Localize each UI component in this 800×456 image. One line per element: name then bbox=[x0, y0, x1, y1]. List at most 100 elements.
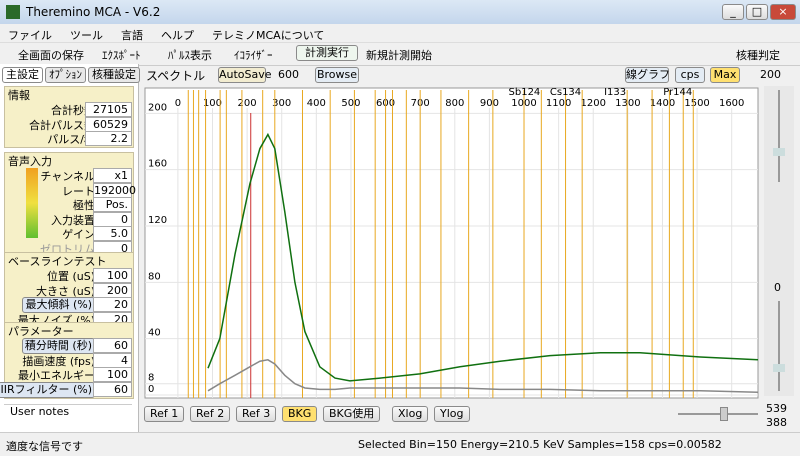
panel-title: パラメーター bbox=[8, 325, 74, 338]
slider-lower-value: 388 bbox=[766, 416, 787, 429]
y-tick-label: 8 bbox=[148, 373, 154, 384]
field-label: 最小エネルギー bbox=[18, 369, 95, 382]
bottom-button[interactable]: BKG使用 bbox=[323, 406, 381, 422]
field-value[interactable]: 60 bbox=[93, 338, 132, 353]
user-notes[interactable]: User notes bbox=[4, 404, 132, 431]
field-value[interactable]: 60 bbox=[93, 381, 132, 397]
menu-item[interactable]: 言語 bbox=[121, 29, 143, 42]
bottom-button[interactable]: Ref 1 bbox=[144, 406, 185, 422]
side-panel: 主設定 ｵﾌﾟｼｮﾝ 核種設定 情報 合計秒数 27105 合計パルス数 60529 パルス/秒… bbox=[0, 64, 140, 432]
field-value[interactable]: 27105 bbox=[85, 102, 132, 117]
toolbar: 全画面の保存 ｴｸｽﾎﾟｰﾄ ﾊﾟﾙｽ表示 ｲｺﾗｲｻﾞｰ 計測実行 新規計測開… bbox=[0, 42, 800, 66]
bottom-button[interactable]: Xlog bbox=[392, 406, 429, 422]
cps-button[interactable]: cps bbox=[675, 67, 705, 83]
x-tick-label: 1300 bbox=[615, 98, 640, 109]
maximize[interactable]: □ bbox=[746, 4, 768, 20]
bottom-button[interactable]: BKG bbox=[282, 406, 318, 422]
isotope-label: Sb124 bbox=[509, 87, 541, 98]
tab[interactable]: 主設定 bbox=[2, 67, 43, 83]
x-tick-label: 200 bbox=[238, 98, 257, 109]
tab[interactable]: 核種設定 bbox=[88, 67, 140, 83]
field-label: ゲイン bbox=[62, 228, 95, 241]
close[interactable]: × bbox=[770, 4, 796, 20]
bottom-button[interactable]: Ylog bbox=[434, 406, 470, 422]
minimize[interactable]: _ bbox=[722, 4, 744, 20]
x-tick-label: 800 bbox=[445, 98, 464, 109]
spectrum-line bbox=[207, 132, 759, 382]
bottom-bar: Ref 1 Ref 2 Ref 3 BKG BKG使用 Xlog Ylog bbox=[140, 404, 760, 426]
browse-button[interactable]: Browse bbox=[315, 67, 359, 83]
field-label: 合計秒数 bbox=[51, 104, 95, 117]
bottom-button[interactable]: Ref 2 bbox=[190, 406, 231, 422]
spectrum-toolbar: スペクトル AutoSave 600 Browse 線グラフ cps Max 2… bbox=[140, 64, 800, 84]
field-label[interactable]: 最大傾斜 (%) bbox=[22, 297, 95, 313]
field-label: 極性 bbox=[73, 199, 95, 212]
panel-title: 音声入力 bbox=[8, 155, 52, 168]
field-value[interactable]: x1 bbox=[93, 168, 132, 183]
app-icon bbox=[6, 5, 20, 19]
panel-group: 情報 合計秒数 27105 合計パルス数 60529 パルス/秒 2.2 bbox=[4, 86, 134, 149]
field-value[interactable]: 100 bbox=[93, 367, 132, 382]
slider-middle-value: 0 bbox=[774, 281, 781, 294]
x-tick-label: 300 bbox=[272, 98, 291, 109]
bottom-button[interactable]: Ref 3 bbox=[236, 406, 277, 422]
x-tick-label: 500 bbox=[341, 98, 360, 109]
panel-title: 情報 bbox=[8, 89, 30, 102]
menu-item[interactable]: ツール bbox=[70, 29, 103, 42]
panel-group: ベースラインテスト 位置 (uS) 100 大きさ (uS) 200 最大傾斜 (%) 20… bbox=[4, 252, 134, 329]
selection-status: Selected Bin=150 Energy=210.5 KeV Sample… bbox=[358, 438, 722, 451]
y-tick-label: 200 bbox=[148, 102, 167, 113]
equalizer-button[interactable]: ｲｺﾗｲｻﾞｰ bbox=[234, 49, 273, 62]
identify-button[interactable]: 核種判定 bbox=[736, 49, 780, 62]
panel-title: ベースラインテスト bbox=[8, 255, 107, 268]
zoom-slider[interactable] bbox=[720, 407, 728, 421]
panel-group: 音声入力 チャンネル x1 レート 192000 極性 Pos. 入力装置 0 ゲイン 5.0 ゼロト… bbox=[4, 152, 136, 259]
x-tick-label: 1600 bbox=[719, 98, 744, 109]
menu-item[interactable]: テレミノMCAについて bbox=[212, 29, 325, 42]
autosave-button[interactable]: AutoSave bbox=[218, 67, 272, 83]
field-value[interactable]: 192000 bbox=[93, 182, 136, 198]
menu-item[interactable]: ヘルプ bbox=[161, 29, 194, 42]
isotope-label: Pr144 bbox=[663, 87, 692, 98]
field-value[interactable]: 5.0 bbox=[93, 226, 132, 241]
y-tick-label: 80 bbox=[148, 271, 161, 282]
max-button[interactable]: Max bbox=[710, 67, 740, 83]
window-title: Theremino MCA - V6.2 bbox=[26, 5, 161, 19]
panel-group: パラメーター 積分時間 (秒) 60 描画速度 (fps) 4 最小エネルギー 100 IIR… bbox=[0, 322, 134, 399]
title-bar: Theremino MCA - V6.2 _ □ × bbox=[0, 0, 800, 24]
x-tick-label: 100 bbox=[203, 98, 222, 109]
field-label: 大きさ (uS) bbox=[35, 284, 95, 298]
slider-thumb[interactable] bbox=[773, 148, 785, 156]
x-tick-label: 1200 bbox=[581, 98, 606, 109]
field-label: パルス/秒 bbox=[47, 133, 95, 146]
slider-thumb[interactable] bbox=[773, 364, 785, 372]
tab[interactable]: ｵﾌﾟｼｮﾝ bbox=[45, 67, 86, 83]
new-measure-button[interactable]: 新規計測開始 bbox=[366, 49, 432, 62]
slider-upper-value: 539 bbox=[766, 402, 787, 415]
line-graph-button[interactable]: 線グラフ bbox=[625, 67, 670, 83]
signal-status: 適度な信号です bbox=[6, 440, 83, 453]
status-bar: 適度な信号です Selected Bin=150 Energy=210.5 Ke… bbox=[0, 432, 800, 456]
slider-top-value: 200 bbox=[760, 68, 781, 81]
field-label: 合計パルス数 bbox=[29, 118, 95, 132]
measure-button[interactable]: 計測実行 bbox=[296, 45, 358, 61]
export-button[interactable]: ｴｸｽﾎﾟｰﾄ bbox=[102, 49, 141, 62]
level-meter bbox=[26, 168, 38, 238]
user-notes-label: User notes bbox=[10, 405, 70, 418]
spectrum-label: スペクトル bbox=[146, 69, 206, 83]
isotope-label: I133 bbox=[604, 87, 626, 98]
x-tick-label: 1100 bbox=[546, 98, 571, 109]
menu-item[interactable]: ファイル bbox=[8, 29, 52, 42]
field-value[interactable]: 2.2 bbox=[85, 131, 132, 146]
field-value[interactable]: Pos. bbox=[93, 197, 132, 212]
y-tick-label: 0 bbox=[148, 384, 154, 395]
field-label[interactable]: 積分時間 (秒) bbox=[21, 338, 95, 354]
y-tick-label: 120 bbox=[148, 215, 167, 226]
menu-bar: ファイル ツール 言語 ヘルプ テレミノMCAについて bbox=[0, 24, 800, 42]
field-label[interactable]: IIRフィルター (%) bbox=[0, 381, 95, 398]
pulse-button[interactable]: ﾊﾟﾙｽ表示 bbox=[168, 49, 212, 62]
x-tick-label: 400 bbox=[307, 98, 326, 109]
field-label: レート bbox=[62, 184, 95, 198]
save-button[interactable]: 全画面の保存 bbox=[18, 49, 84, 62]
